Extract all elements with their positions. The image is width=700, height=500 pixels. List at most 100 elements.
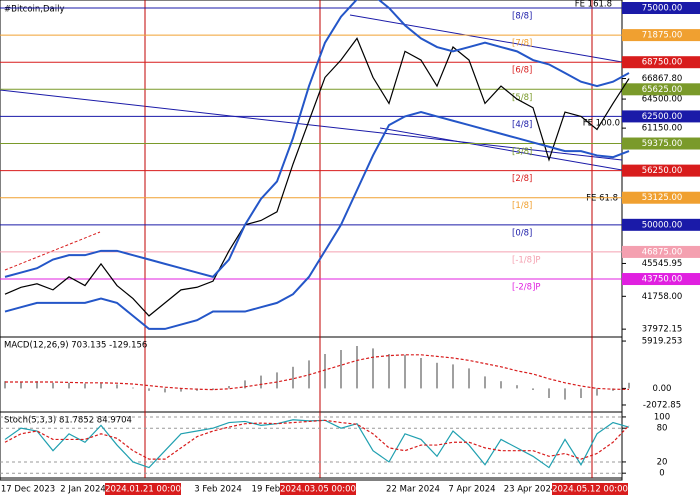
macd-bar [452, 364, 454, 389]
fibo-label: FE 161.8 [575, 0, 612, 10]
macd-bar [36, 381, 38, 389]
level-price-label: 59375.00 [642, 139, 683, 149]
level-price-box [622, 273, 700, 286]
macd-bar [420, 358, 422, 389]
level-tag: [7/8] [512, 39, 532, 49]
macd-bar [164, 388, 166, 393]
macd-bar [356, 346, 358, 389]
chart-title: #Bitcoin,Daily [4, 5, 64, 15]
macd-bar [388, 354, 390, 389]
y-tick-label: 61150.00 [642, 124, 683, 134]
time-marker-label: 2024.01.21 00:00 [105, 485, 181, 495]
level-price-label: 50000.00 [642, 220, 683, 230]
y-tick-label: 0 [659, 469, 664, 479]
level-price-box [622, 110, 700, 123]
level-price-label: 43750.00 [642, 275, 683, 285]
level-price-label: 53125.00 [642, 193, 683, 203]
macd-bar [4, 381, 6, 389]
trend-line [349, 14, 623, 63]
macd-bar [340, 350, 342, 389]
time-marker-label: 2024.03.05 00:00 [280, 485, 356, 495]
macd-bar [52, 382, 54, 389]
y-tick-label: 20 [657, 457, 668, 467]
level-price-box [622, 191, 700, 204]
series-line [4, 37, 630, 317]
macd-bar [20, 382, 22, 389]
macd-bar [532, 388, 534, 390]
y-tick-label: 5919.253 [642, 337, 683, 347]
macd-bar [228, 386, 230, 389]
level-tag: [8/8] [512, 12, 532, 22]
x-tick-label: 3 Feb 2024 [194, 485, 242, 495]
trend-line [379, 127, 623, 171]
series-line [4, 419, 630, 469]
time-marker-box [105, 483, 181, 495]
x-tick-label: 2 Jan 2024 [60, 485, 106, 495]
macd-bar [628, 382, 630, 389]
y-tick-label: 37972.15 [642, 325, 683, 335]
macd-bar [548, 388, 550, 398]
macd-bar [564, 388, 566, 400]
level-tag: [-1/8]P [512, 255, 541, 265]
level-tag: [3/8] [512, 147, 532, 157]
x-tick-label: 17 Dec 2023 [1, 485, 55, 495]
macd-bar [372, 348, 374, 389]
macd-bar [100, 382, 102, 389]
stoch-title: Stoch(5,3,3) 81.7852 84.9704 [4, 416, 132, 426]
y-tick-label: 41758.00 [642, 292, 683, 302]
x-tick-label: 22 Mar 2024 [386, 485, 440, 495]
level-price-label: 75000.00 [642, 4, 683, 14]
x-tick-label: 7 Apr 2024 [448, 485, 495, 495]
level-price-label: 46875.00 [642, 247, 683, 257]
series-line [4, 419, 630, 460]
series-line [4, 0, 630, 278]
fibo-label: FE 100.0 [583, 119, 620, 129]
y-tick-label: 100 [654, 412, 670, 422]
level-price-box [622, 2, 700, 15]
trend-line [0, 89, 623, 161]
time-marker-box [280, 483, 356, 495]
level-price-box [622, 83, 700, 96]
level-price-label: 71875.00 [642, 31, 683, 41]
level-tag: [4/8] [512, 120, 532, 130]
macd-bar [116, 384, 118, 389]
macd-bar [468, 368, 470, 389]
series-line [5, 354, 630, 391]
level-price-label: 62500.00 [642, 112, 683, 122]
macd-bar [132, 387, 134, 389]
y-tick-label: -2072.85 [643, 400, 681, 410]
level-price-label: 68750.00 [642, 58, 683, 68]
macd-bar [436, 362, 438, 389]
trend-line [4, 231, 101, 271]
level-price-box [622, 137, 700, 150]
y-tick-label: 64500.00 [642, 95, 683, 105]
y-tick-label: 45545.95 [642, 259, 683, 269]
macd-bar [500, 381, 502, 389]
macd-bar [244, 380, 246, 389]
level-price-box [622, 56, 700, 69]
macd-bar [596, 388, 598, 396]
macd-title: MACD(12,26,9) 703.135 -129.156 [4, 341, 147, 351]
macd-bar [292, 366, 294, 389]
level-price-box [622, 245, 700, 258]
macd-bar [324, 354, 326, 389]
level-price-box [622, 164, 700, 177]
macd-bar [212, 388, 214, 390]
time-marker-label: 2024.05.12 00:00 [552, 485, 628, 495]
level-tag: [0/8] [512, 228, 532, 238]
level-price-box [622, 29, 700, 42]
macd-bar [276, 372, 278, 389]
level-tag: [1/8] [512, 201, 532, 211]
macd-bar [484, 376, 486, 389]
fibo-label: FE 61.8 [586, 194, 618, 204]
y-tick-label: 80 [657, 424, 668, 434]
macd-bar [516, 385, 518, 389]
macd-bar [84, 383, 86, 389]
macd-bar [260, 375, 262, 389]
level-tag: [6/8] [512, 66, 532, 76]
x-tick-label: 23 Apr 2024 [504, 485, 557, 495]
level-tag: [-2/8]P [512, 283, 541, 293]
level-price-label: 56250.00 [642, 166, 683, 176]
series-line [4, 111, 630, 330]
